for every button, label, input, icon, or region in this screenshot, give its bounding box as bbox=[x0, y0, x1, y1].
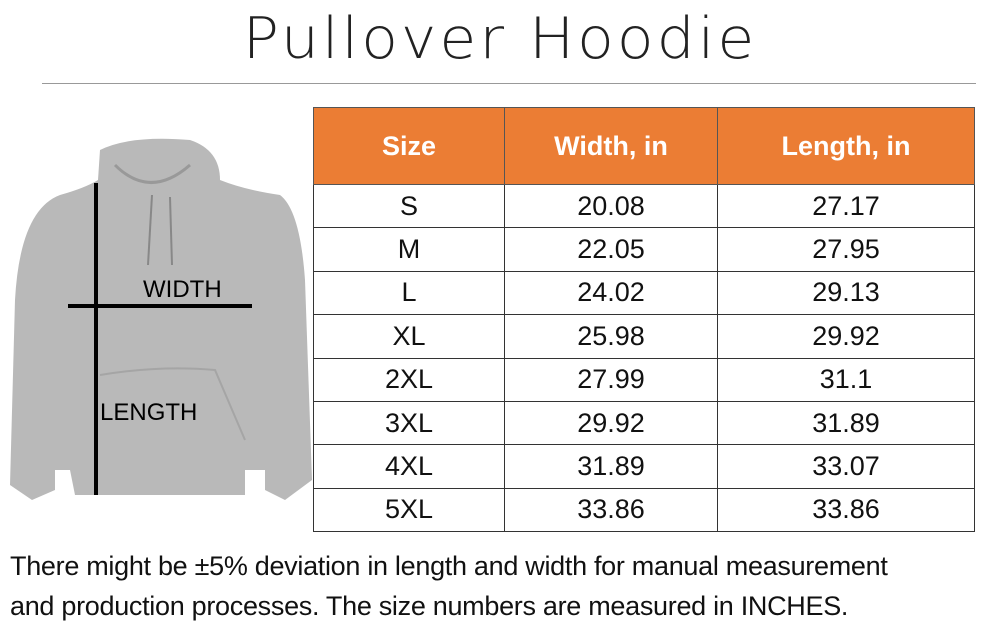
header-length: Length, in bbox=[717, 107, 975, 185]
table-header-row: Size Width, in Length, in bbox=[313, 107, 975, 185]
table-row: 3XL 29.92 31.89 bbox=[313, 400, 975, 446]
size-cell: XL bbox=[313, 314, 505, 359]
width-cell: 31.89 bbox=[504, 444, 718, 489]
length-cell: 29.92 bbox=[717, 314, 975, 359]
length-label: LENGTH bbox=[100, 399, 197, 426]
length-cell: 27.95 bbox=[717, 227, 975, 272]
size-table: Size Width, in Length, in S 20.08 27.17 M 22… bbox=[313, 107, 975, 533]
width-cell: 25.98 bbox=[504, 314, 718, 359]
header-size: Size bbox=[313, 107, 505, 185]
size-cell: L bbox=[313, 270, 505, 316]
width-cell: 27.99 bbox=[504, 357, 718, 402]
title-divider bbox=[42, 83, 976, 84]
length-cell: 31.1 bbox=[717, 357, 975, 402]
size-cell: M bbox=[313, 227, 505, 272]
page-title: Pullover Hoodie bbox=[242, 5, 758, 73]
hoodie-measurement-diagram: WIDTH LENGTH bbox=[10, 138, 312, 500]
size-cell: S bbox=[313, 183, 505, 229]
disclaimer-line-1: There might be ±5% deviation in length a… bbox=[10, 551, 888, 581]
header-width: Width, in bbox=[504, 107, 718, 185]
table-row: XL 25.98 29.92 bbox=[313, 314, 975, 359]
length-cell: 33.07 bbox=[717, 444, 975, 489]
table-row: 2XL 27.99 31.1 bbox=[313, 357, 975, 402]
disclaimer-note: There might be ±5% deviation in length a… bbox=[10, 546, 888, 626]
length-cell: 29.13 bbox=[717, 270, 975, 316]
hoodie-image bbox=[10, 138, 312, 500]
width-cell: 33.86 bbox=[504, 487, 718, 533]
size-cell: 2XL bbox=[313, 357, 505, 402]
width-cell: 29.92 bbox=[504, 400, 718, 446]
table-row: 5XL 33.86 33.86 bbox=[313, 487, 975, 533]
width-cell: 24.02 bbox=[504, 270, 718, 316]
width-cell: 20.08 bbox=[504, 183, 718, 229]
size-cell: 4XL bbox=[313, 444, 505, 489]
size-cell: 5XL bbox=[313, 487, 505, 533]
table-row: M 22.05 27.95 bbox=[313, 227, 975, 272]
length-cell: 33.86 bbox=[717, 487, 975, 533]
table-row: S 20.08 27.17 bbox=[313, 183, 975, 229]
table-row: 4XL 31.89 33.07 bbox=[313, 444, 975, 489]
disclaimer-line-2: and production processes. The size numbe… bbox=[10, 591, 849, 621]
width-cell: 22.05 bbox=[504, 227, 718, 272]
length-cell: 31.89 bbox=[717, 400, 975, 446]
table-row: L 24.02 29.13 bbox=[313, 270, 975, 316]
length-cell: 27.17 bbox=[717, 183, 975, 229]
size-cell: 3XL bbox=[313, 400, 505, 446]
width-label: WIDTH bbox=[143, 276, 222, 303]
